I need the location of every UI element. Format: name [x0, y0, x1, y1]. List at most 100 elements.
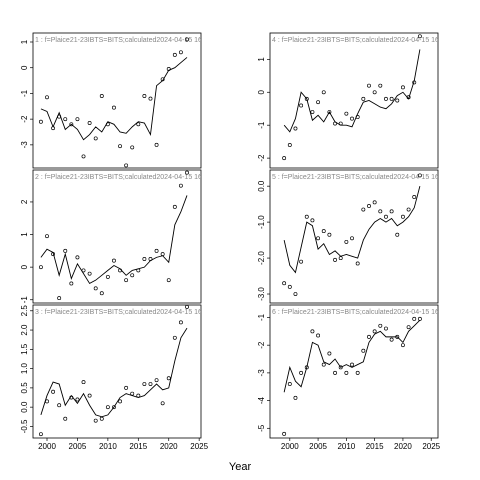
data-point [417, 173, 422, 178]
data-point [160, 401, 165, 406]
panel-frame [32, 304, 202, 439]
fit-line [283, 49, 421, 133]
panel-title: 6 : f=Plaice21-23IBTS=BITS;calculated202… [272, 309, 445, 316]
data-point [38, 265, 43, 270]
x-tick-label: 2005 [69, 442, 87, 451]
data-point [344, 239, 349, 244]
data-point [93, 418, 98, 423]
data-point [412, 316, 417, 321]
y-tick-label: -1.0 [257, 215, 266, 229]
data-point [148, 96, 153, 101]
data-point [45, 234, 49, 239]
y-tick-label: 2.0 [20, 324, 29, 336]
x-tick-label: 2020 [394, 442, 412, 451]
data-point [287, 143, 292, 147]
data-point [136, 122, 141, 127]
fit-line [40, 57, 188, 141]
data-point [287, 284, 292, 289]
x-tick-label: 2025 [190, 442, 208, 451]
y-tick-label: -3 [20, 141, 29, 149]
data-point [185, 37, 189, 42]
data-point [299, 103, 304, 108]
data-point [350, 116, 354, 121]
data-point [81, 380, 86, 385]
data-point [185, 304, 189, 309]
data-point [282, 281, 287, 286]
data-point [316, 236, 321, 241]
data-point [367, 83, 371, 88]
y-tick-label: 1 [257, 57, 266, 62]
data-point [142, 94, 147, 98]
data-point [367, 203, 371, 208]
data-point [384, 214, 388, 219]
data-point [384, 96, 388, 101]
data-point [361, 96, 366, 101]
data-point [287, 382, 292, 386]
data-point [406, 325, 411, 330]
data-point [87, 393, 92, 398]
data-point [338, 256, 343, 261]
data-point [327, 110, 332, 114]
y-tick-label: -1 [257, 313, 266, 321]
x-tick-label: 2015 [129, 442, 147, 451]
data-point [81, 154, 86, 159]
data-point [69, 122, 74, 127]
data-point [118, 144, 122, 149]
data-point [142, 257, 147, 261]
data-point [400, 343, 405, 348]
data-point [372, 200, 377, 205]
data-point [389, 96, 394, 101]
data-point [172, 335, 177, 340]
data-point [178, 320, 183, 325]
data-point [172, 52, 177, 57]
data-point [99, 416, 104, 421]
data-point [154, 378, 159, 383]
data-point [38, 432, 43, 437]
data-point [327, 351, 332, 356]
panel-frame [269, 169, 439, 304]
data-point [355, 261, 360, 266]
panel-frame [32, 32, 202, 169]
y-tick-label: 0.5 [20, 382, 29, 394]
data-point [293, 395, 298, 400]
y-tick-label: -2 [257, 154, 266, 162]
data-point [282, 156, 287, 161]
data-point [338, 365, 343, 370]
data-point [124, 278, 129, 283]
data-point [310, 329, 315, 334]
data-point [105, 274, 110, 279]
data-point [293, 292, 298, 296]
y-tick-label: 0 [20, 65, 29, 70]
data-point [93, 286, 98, 291]
data-point [142, 382, 147, 386]
data-point [367, 334, 371, 339]
data-point [310, 110, 315, 114]
panel-frame [269, 304, 439, 439]
data-point [63, 248, 68, 253]
data-point [310, 218, 315, 223]
data-point [124, 385, 129, 390]
data-point [395, 232, 400, 237]
data-point [75, 397, 80, 402]
data-point [75, 255, 80, 260]
x-tick-label: 2025 [422, 442, 440, 451]
data-point [154, 248, 159, 253]
x-tick-label: 2010 [337, 442, 355, 451]
data-point [384, 326, 388, 331]
data-point [299, 259, 304, 264]
panel-frame [32, 169, 202, 304]
data-point [304, 214, 309, 219]
panel-frame [269, 32, 439, 169]
data-point [130, 273, 135, 278]
y-tick-label: -4 [257, 396, 266, 404]
panel-title: 4 : f=Plaice21-23IBTS=BITS;calculated202… [272, 37, 445, 44]
data-point [350, 236, 354, 241]
data-point [361, 348, 366, 353]
data-point [130, 145, 135, 150]
data-point [378, 209, 383, 214]
data-point [178, 50, 183, 55]
data-point [378, 83, 383, 88]
data-point [361, 207, 366, 212]
y-tick-label: 0 [20, 264, 29, 269]
